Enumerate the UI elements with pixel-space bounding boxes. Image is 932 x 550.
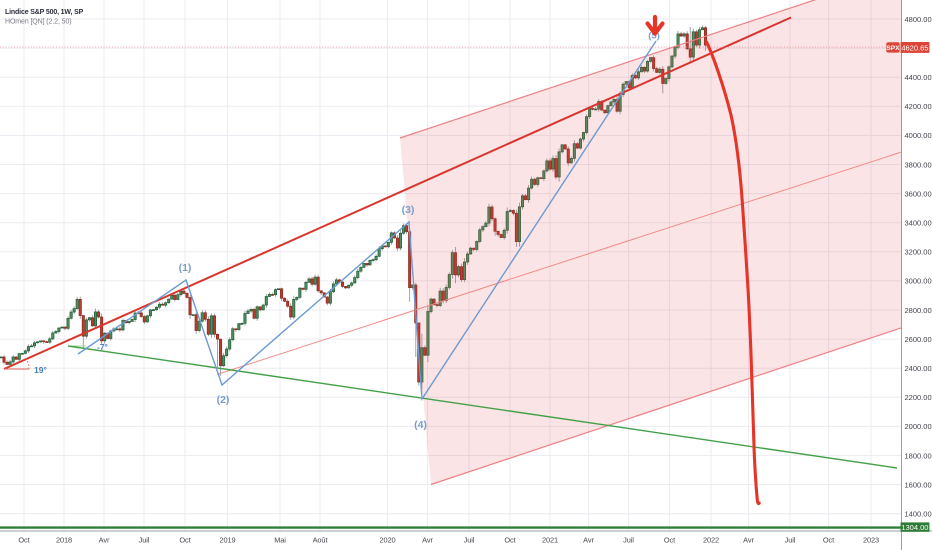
svg-text:(1): (1): [179, 262, 192, 274]
svg-text:4400.00: 4400.00: [905, 73, 932, 82]
svg-text:2019: 2019: [219, 536, 235, 545]
svg-text:2023: 2023: [863, 536, 879, 545]
svg-text:19°: 19°: [34, 365, 47, 375]
svg-text:2600.00: 2600.00: [905, 335, 932, 344]
svg-text:Oct: Oct: [664, 536, 675, 545]
svg-text:2400.00: 2400.00: [905, 364, 932, 373]
svg-text:(3): (3): [402, 204, 415, 216]
svg-text:2018: 2018: [56, 536, 72, 545]
svg-text:Avr: Avr: [99, 536, 110, 545]
svg-text:4200.00: 4200.00: [905, 102, 932, 111]
svg-text:Avr: Avr: [422, 536, 433, 545]
svg-text:Oct: Oct: [823, 536, 834, 545]
svg-text:Avr: Avr: [583, 536, 594, 545]
svg-text:4800.00: 4800.00: [905, 15, 932, 24]
svg-text:2022: 2022: [703, 536, 719, 545]
svg-text:3800.00: 3800.00: [905, 160, 932, 169]
svg-text:Juil: Juil: [623, 536, 634, 545]
svg-text:4000.00: 4000.00: [905, 131, 932, 140]
svg-text:3400.00: 3400.00: [905, 219, 932, 228]
svg-text:3600.00: 3600.00: [905, 189, 932, 198]
svg-text:2020: 2020: [379, 536, 395, 545]
svg-text:1600.00: 1600.00: [905, 480, 932, 489]
svg-text:Juil: Juil: [785, 536, 796, 545]
svg-text:SPX: SPX: [886, 45, 900, 52]
svg-text:Mai: Mai: [274, 536, 286, 545]
svg-text:4620.65: 4620.65: [901, 43, 928, 52]
svg-text:Août: Août: [313, 536, 328, 545]
svg-text:Juil: Juil: [464, 536, 475, 545]
svg-text:1304.00: 1304.00: [901, 523, 928, 532]
svg-text:Juil: Juil: [139, 536, 150, 545]
svg-text:Oct: Oct: [18, 536, 29, 545]
svg-text:HOmen [QN] (2.2, 50): HOmen [QN] (2.2, 50): [5, 19, 71, 26]
svg-text:2800.00: 2800.00: [905, 306, 932, 315]
svg-text:3000.00: 3000.00: [905, 277, 932, 286]
svg-text:2200.00: 2200.00: [905, 393, 932, 402]
svg-text:2021: 2021: [542, 536, 558, 545]
svg-text:Oct: Oct: [179, 536, 190, 545]
svg-text:1400.00: 1400.00: [905, 510, 932, 519]
svg-text:2000.00: 2000.00: [905, 422, 932, 431]
svg-text:(5): (5): [648, 31, 660, 42]
svg-text:Avr: Avr: [743, 536, 754, 545]
svg-text:Oct: Oct: [504, 536, 515, 545]
svg-text:-7°: -7°: [97, 342, 109, 352]
svg-text:Lindice S&P 500, 1W, SP: Lindice S&P 500, 1W, SP: [5, 9, 84, 16]
svg-text:(2): (2): [217, 394, 230, 406]
svg-text:3200.00: 3200.00: [905, 248, 932, 257]
svg-text:1800.00: 1800.00: [905, 451, 932, 460]
svg-text:(4): (4): [414, 419, 427, 431]
